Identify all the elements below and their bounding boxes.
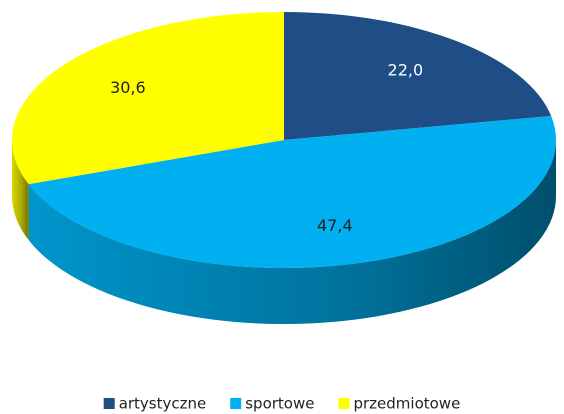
legend-label: artystyczne [119, 395, 207, 413]
slice-side-shade [12, 140, 29, 241]
legend-label: sportowe [245, 395, 314, 413]
legend-swatch [338, 398, 350, 409]
legend: artystyczne sportowe przedmiotowe [103, 395, 460, 413]
slice-side-shade [28, 140, 557, 325]
slice [28, 116, 557, 269]
legend-swatch [103, 398, 115, 409]
data-label: 22,0 [388, 60, 424, 79]
data-label: 47,4 [317, 216, 353, 235]
slice [12, 12, 285, 185]
data-label: 30,6 [110, 78, 146, 97]
legend-swatch [230, 398, 242, 409]
slice [284, 12, 552, 140]
legend-label: przedmiotowe [353, 395, 460, 413]
